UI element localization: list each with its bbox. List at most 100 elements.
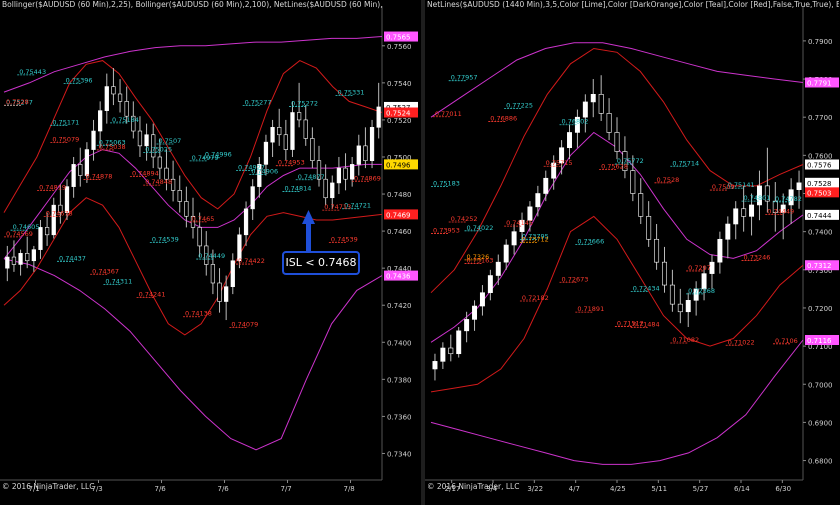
candle-body bbox=[290, 112, 295, 150]
netline-red-label: 0.73163 bbox=[467, 257, 494, 265]
left-chart-panel: 0.7560 0.7540 0.7520 0.7500 0.7480 0.7460 0.74… bbox=[0, 0, 418, 493]
candle-body bbox=[606, 113, 612, 133]
candle-body bbox=[257, 164, 262, 187]
candle-body bbox=[772, 200, 778, 213]
candle-body bbox=[685, 300, 691, 313]
x-tick-label: 7/1 bbox=[29, 485, 40, 493]
netline-red-label: 0.74878 bbox=[86, 173, 113, 181]
price-box-label: 0.7116 bbox=[807, 337, 832, 345]
y-tick-label: 0.7200 bbox=[808, 305, 833, 313]
candle-body bbox=[170, 178, 176, 191]
netline-cyan-label: 0.75184 bbox=[112, 116, 139, 124]
candle-body bbox=[151, 134, 156, 158]
isl-arrow-head bbox=[302, 210, 315, 224]
netline-cyan-label: 0.74979 bbox=[192, 154, 219, 162]
candle-body bbox=[296, 112, 302, 121]
price-box-label: 0.7503 bbox=[807, 189, 832, 197]
netline-red-label: 0.74145 bbox=[506, 219, 533, 227]
y-tick-label: 0.7500 bbox=[387, 154, 412, 162]
candle-body bbox=[78, 164, 83, 176]
price-box-label: 0.7524 bbox=[386, 110, 411, 118]
y-tick-label: 0.6800 bbox=[808, 458, 833, 466]
price-box-label: 0.7444 bbox=[807, 212, 832, 220]
candle-body bbox=[693, 288, 699, 301]
netline-cyan-label: 0.75025 bbox=[145, 145, 172, 153]
price-box bbox=[805, 334, 839, 345]
candle-body bbox=[363, 145, 368, 161]
price-box-label: 0.7791 bbox=[807, 79, 832, 87]
x-tick-label: 6/30 bbox=[775, 485, 791, 493]
netline-red-label: 0.74449 bbox=[767, 208, 794, 216]
bollinger-outer-lower bbox=[3, 258, 383, 451]
netline-cyan-label: 0.75141 bbox=[728, 181, 755, 189]
netline-cyan-label: 0.75772 bbox=[617, 157, 644, 165]
netline-red-label: 0.71484 bbox=[633, 321, 660, 329]
netline-orange-label: 0.73712 bbox=[522, 236, 549, 244]
candle-body bbox=[71, 164, 76, 187]
price-box bbox=[384, 31, 418, 42]
candle-body bbox=[31, 249, 36, 262]
candle-body bbox=[25, 253, 30, 262]
candle-body bbox=[104, 86, 109, 111]
price-box-label: 0.7469 bbox=[386, 211, 411, 219]
candle-body bbox=[117, 93, 123, 102]
candle-body bbox=[270, 127, 275, 143]
price-box bbox=[384, 209, 418, 220]
price-box-label: 0.7576 bbox=[807, 162, 832, 170]
y-tick-label: 0.6900 bbox=[808, 419, 833, 427]
candle-body bbox=[662, 261, 667, 286]
candle-body bbox=[749, 204, 755, 217]
candle-body bbox=[137, 130, 143, 147]
y-tick-label: 0.7400 bbox=[808, 229, 833, 237]
netline-cyan-label: 0.76802 bbox=[562, 118, 589, 126]
netline-red-label: 0.74079 bbox=[231, 321, 258, 329]
panel-divider[interactable] bbox=[421, 0, 425, 505]
bollinger-outer-upper bbox=[3, 36, 383, 93]
price-box bbox=[805, 177, 839, 188]
netline-red-label: 0.74848 bbox=[145, 178, 172, 186]
x-tick-label: 2/17 bbox=[445, 485, 461, 493]
candle-body bbox=[677, 303, 683, 313]
candle-body bbox=[217, 282, 222, 302]
y-tick-label: 0.7340 bbox=[387, 450, 412, 458]
candle-body bbox=[733, 208, 739, 225]
candle-body bbox=[646, 216, 652, 240]
isl-annotation: ISL < 0.7468 bbox=[282, 251, 360, 275]
price-box bbox=[805, 260, 839, 271]
right-chart: 0.79000.78000.77000.76000.75000.74000.73… bbox=[425, 6, 839, 493]
netline-red-label: 0.7465 bbox=[192, 215, 215, 223]
candle-body bbox=[780, 204, 786, 213]
candle-body bbox=[511, 231, 517, 246]
netline-red-label: 0.74894 bbox=[132, 170, 159, 178]
netline-red-label: 0.74252 bbox=[451, 215, 478, 223]
y-tick-label: 0.7380 bbox=[387, 376, 412, 384]
netline-red-label: 0.75038 bbox=[99, 143, 126, 151]
netline-orange-label: 0.7326 bbox=[467, 253, 490, 261]
netline-red-label: 0.74953 bbox=[278, 159, 305, 167]
candle-body bbox=[323, 178, 328, 199]
candle-body bbox=[598, 94, 604, 114]
candle-body bbox=[250, 186, 255, 210]
price-box bbox=[384, 159, 418, 170]
netline-cyan-label: 0.75277 bbox=[245, 99, 272, 107]
candle-body bbox=[440, 347, 446, 362]
candle-body bbox=[543, 177, 549, 194]
netline-cyan-label: 0.74801 bbox=[744, 194, 771, 202]
netline-red-label: 0.71891 bbox=[577, 305, 604, 313]
candle-body bbox=[164, 167, 169, 180]
netline-red-label: 0.74539 bbox=[331, 235, 358, 243]
left-copyright: © 2016 NinjaTrader, LLC bbox=[2, 482, 95, 491]
candle-body bbox=[638, 193, 644, 217]
netline-red-label: 0.75628 bbox=[601, 163, 628, 171]
x-tick-label: 4/7 bbox=[569, 485, 580, 493]
netline-cyan-label: 0.74605 bbox=[13, 223, 40, 231]
candle-body bbox=[590, 94, 596, 103]
candle-body bbox=[472, 305, 478, 320]
x-tick-label: 7/6 bbox=[155, 485, 167, 493]
netline-cyan-label: 0.74449 bbox=[198, 252, 225, 260]
candle-body bbox=[84, 149, 90, 176]
netline-cyan-label: 0.74022 bbox=[467, 224, 494, 232]
netline-cyan-label: 0.77957 bbox=[451, 74, 478, 82]
candle-body bbox=[669, 284, 675, 305]
netline-cyan-label: 0.74996 bbox=[205, 151, 232, 159]
